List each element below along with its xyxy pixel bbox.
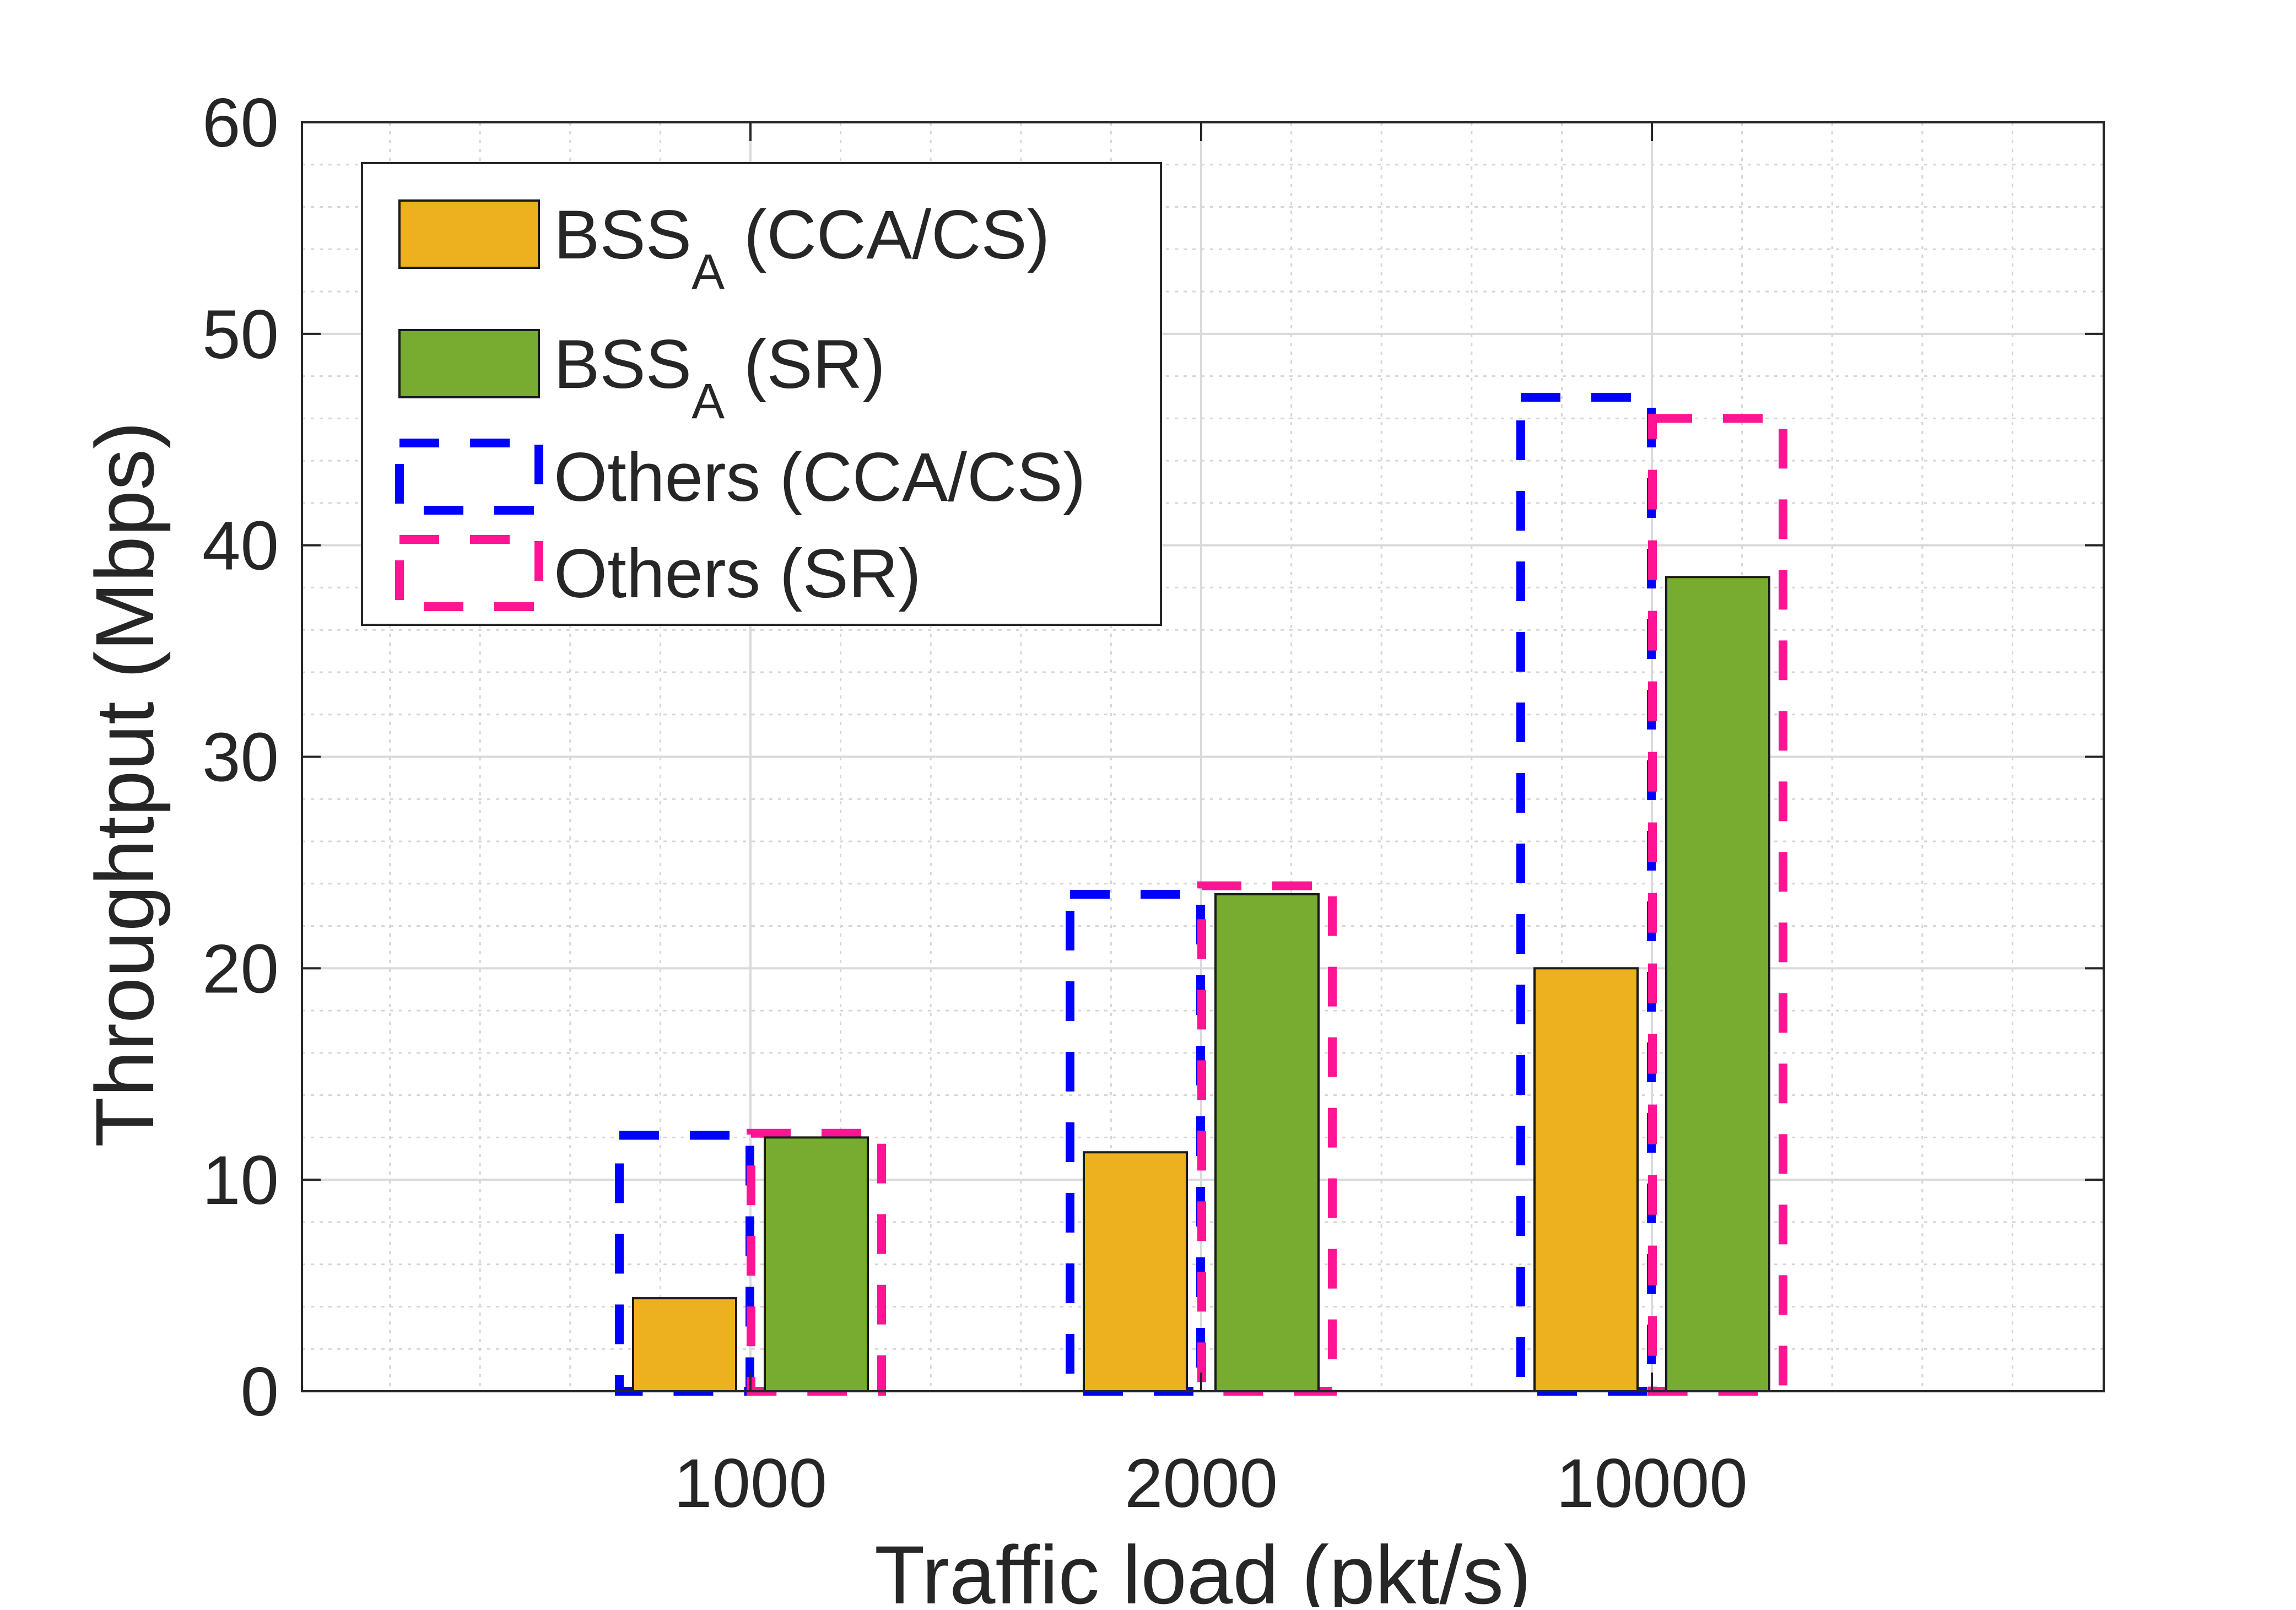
x-tick-label: 2000	[1125, 1445, 1278, 1522]
legend-swatch	[398, 329, 540, 398]
legend-label: BSSA (CCA/CS)	[554, 197, 1050, 300]
bar-bss-a-sr	[764, 1136, 869, 1392]
legend-label: Others (SR)	[554, 536, 921, 612]
x-tick-label: 1000	[674, 1445, 827, 1522]
legend: BSSA (CCA/CS) BSSA (SR) Others (CCA/CS) Oth…	[361, 162, 1162, 626]
bar-bss-a-cca-cs	[1533, 967, 1639, 1393]
legend-swatch	[398, 199, 540, 269]
bar-bss-a-cca-cs	[632, 1297, 737, 1392]
legend-item-others-cca-cs: Others (CCA/CS)	[395, 439, 1085, 516]
y-tick-label: 20	[202, 931, 279, 1007]
y-tick-label: 10	[202, 1142, 279, 1219]
bar-bss-a-sr	[1665, 576, 1770, 1392]
y-tick-label: 40	[202, 508, 279, 585]
bar-others-sr	[1197, 881, 1337, 1396]
legend-label: Others (CCA/CS)	[554, 439, 1085, 516]
y-tick-label: 50	[202, 296, 279, 373]
x-tick-label: 10000	[1556, 1445, 1748, 1522]
legend-swatch	[395, 439, 543, 515]
bars	[615, 392, 1787, 1396]
legend-label: BSSA (SR)	[554, 326, 885, 429]
legend-item-others-sr: Others (SR)	[395, 535, 921, 612]
y-tick-label: 60	[202, 85, 279, 161]
legend-swatch	[395, 535, 543, 611]
y-axis-label: Throughtput (Mbps)	[78, 422, 171, 1147]
legend-item-bss-a-cca-cs: BSSA (CCA/CS)	[398, 197, 1050, 300]
bar-bss-a-cca-cs	[1083, 1151, 1188, 1392]
y-tick-label: 0	[240, 1354, 279, 1430]
y-tick-label: 30	[202, 720, 279, 796]
bar-others-sr	[1648, 414, 1787, 1396]
bar-bss-a-sr	[1214, 893, 1320, 1393]
x-axis-ticks: 1000 2000 10000	[674, 122, 1748, 1522]
y-axis-ticks: 0 10 20 30 40 50 60	[202, 85, 2104, 1430]
legend-item-bss-a-sr: BSSA (SR)	[398, 326, 885, 429]
x-axis-label: Traffic load (pkt/s)	[874, 1528, 1531, 1607]
